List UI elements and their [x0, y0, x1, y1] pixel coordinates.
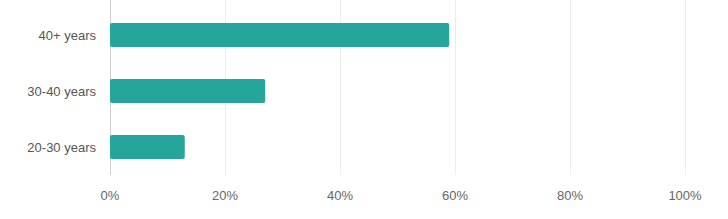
tick-label: 20%	[212, 188, 238, 203]
category-label: 40+ years	[39, 28, 97, 43]
bar	[110, 79, 265, 103]
tick-label: 80%	[557, 188, 583, 203]
bar	[110, 135, 185, 159]
tick-label: 0%	[101, 188, 120, 203]
category-label: 30-40 years	[27, 84, 96, 99]
tick-label: 60%	[442, 188, 468, 203]
chart: 0% 20% 40% 60% 80% 100% 40+ years 30-40 years 20…	[0, 0, 728, 219]
grid-line	[685, 0, 686, 175]
tick-label: 40%	[327, 188, 353, 203]
grid-line	[570, 0, 571, 175]
tick-label: 100%	[668, 188, 702, 203]
axis-line	[110, 175, 685, 176]
grid-line	[455, 0, 456, 175]
bar	[110, 23, 449, 47]
category-label: 20-30 years	[27, 140, 96, 155]
